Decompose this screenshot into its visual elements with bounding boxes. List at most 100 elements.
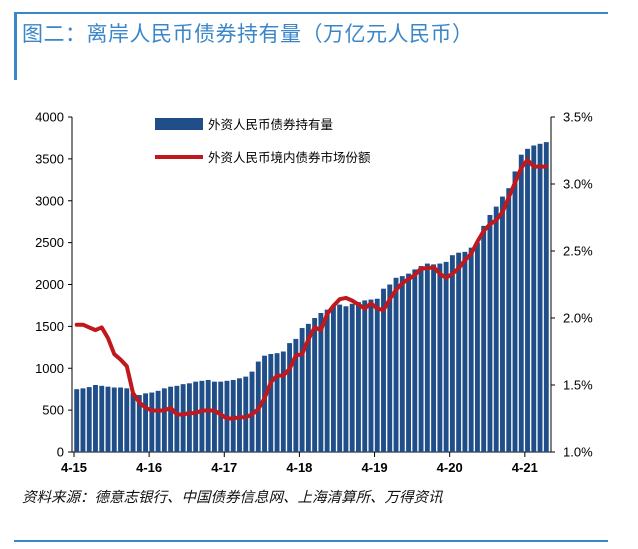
x-axis-ticks: 4-15 4-16 4-17 4-18 4-19 4-20 4-21	[61, 452, 538, 475]
left-tick-label: 2000	[35, 277, 64, 292]
bar	[74, 389, 80, 452]
source-note: 资料来源：德意志银行、中国债券信息网、上海清算所、万得资讯	[22, 490, 443, 506]
bar	[305, 323, 311, 452]
bar	[512, 171, 518, 452]
bar	[180, 384, 186, 452]
bar	[155, 390, 161, 452]
bar	[474, 242, 480, 452]
bar	[362, 300, 368, 452]
bar	[387, 284, 393, 452]
frame-top-rule	[14, 12, 608, 14]
bar	[500, 196, 505, 452]
bar	[136, 395, 142, 452]
bar	[493, 206, 499, 452]
bar	[424, 263, 430, 452]
right-tick-label: 1.0%	[563, 445, 593, 460]
bar	[99, 385, 105, 452]
bar	[293, 338, 299, 452]
left-tick-label: 2500	[35, 235, 64, 250]
bar	[543, 142, 549, 452]
bar	[280, 351, 286, 452]
right-tick-label: 3.5%	[563, 110, 593, 125]
left-tick-label: 1000	[35, 361, 64, 376]
left-tick-label: 3000	[35, 193, 64, 208]
left-tick-label: 4000	[35, 110, 64, 125]
legend-bar-label: 外资人民币债券持有量	[208, 117, 333, 132]
bar	[374, 298, 380, 452]
bar	[118, 387, 123, 452]
left-axis-ticks: 4000 3500 3000 2500 2000 1500 1000 500 0	[35, 110, 72, 460]
bar	[337, 304, 343, 452]
bar	[193, 381, 199, 452]
bar	[287, 343, 293, 452]
bar	[525, 148, 530, 452]
right-tick-label: 2.0%	[563, 311, 593, 326]
right-tick-label: 2.5%	[563, 244, 593, 259]
bar	[481, 225, 487, 452]
bar	[393, 277, 399, 452]
bar	[161, 388, 167, 452]
bar	[343, 306, 349, 452]
bar	[199, 380, 205, 452]
bar	[468, 247, 474, 452]
x-tick-label: 4-16	[136, 460, 162, 475]
bar	[406, 273, 411, 452]
left-tick-label: 500	[42, 403, 64, 418]
bar	[168, 386, 174, 452]
frame-left-rule	[14, 12, 17, 80]
right-tick-label: 1.5%	[563, 378, 593, 393]
bar	[318, 312, 324, 452]
left-tick-label: 1500	[35, 319, 64, 334]
bar	[449, 255, 455, 452]
bar	[381, 288, 386, 452]
bar	[130, 393, 136, 452]
bar	[111, 387, 117, 452]
x-tick-label: 4-15	[61, 460, 87, 475]
bar	[506, 188, 512, 452]
frame-bottom-rule	[14, 540, 608, 542]
bar	[330, 305, 336, 452]
bar	[462, 251, 468, 452]
bar	[356, 302, 361, 452]
x-tick-label: 4-19	[362, 460, 388, 475]
bar	[143, 393, 149, 452]
bar	[230, 379, 236, 452]
bar	[412, 269, 418, 452]
bar	[437, 263, 443, 452]
chart-title: 图二：离岸人民币债券持有量（万亿元人民币）	[22, 22, 474, 46]
bar	[86, 387, 92, 452]
bar	[80, 388, 86, 452]
bar-series	[74, 142, 549, 453]
bar	[174, 385, 180, 452]
line-series	[74, 157, 549, 421]
share-line	[74, 157, 549, 421]
x-tick-label: 4-21	[512, 460, 538, 475]
bar	[186, 383, 192, 452]
bar	[399, 276, 405, 452]
x-tick-label: 4-20	[437, 460, 463, 475]
bar	[237, 378, 242, 452]
bar	[249, 371, 255, 452]
bar	[205, 379, 211, 452]
x-tick-label: 4-17	[211, 460, 237, 475]
bar	[93, 385, 98, 452]
bar	[299, 328, 305, 452]
bar	[274, 353, 280, 452]
bar	[124, 388, 130, 452]
left-tick-label: 0	[57, 445, 64, 460]
bar	[456, 252, 462, 452]
bar	[349, 303, 355, 452]
bar	[312, 318, 318, 452]
bar	[243, 376, 249, 452]
bar	[212, 381, 217, 452]
x-tick-label: 4-18	[286, 460, 312, 475]
bar	[518, 154, 524, 452]
bar	[268, 354, 274, 452]
bar	[418, 266, 424, 452]
bar	[368, 299, 374, 452]
right-axis-ticks: 3.5% 3.0% 2.5% 2.0% 1.5% 1.0%	[551, 110, 593, 460]
legend-line-label: 外资人民币境内债券市场份额	[208, 150, 371, 165]
bar	[537, 143, 543, 453]
bar	[324, 309, 330, 452]
